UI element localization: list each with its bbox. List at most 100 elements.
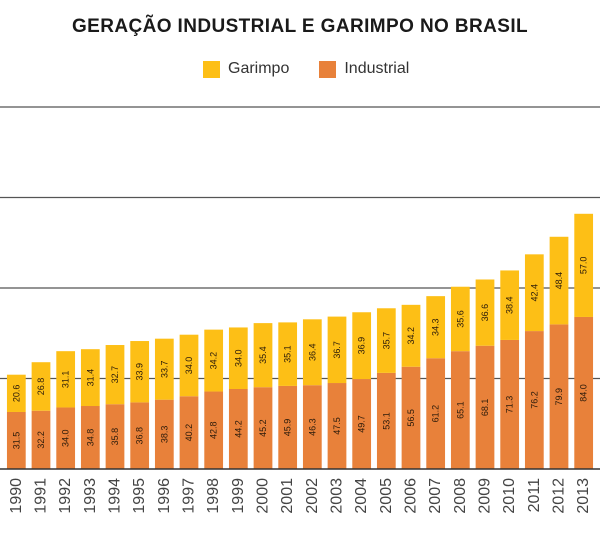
bar-garimpo-2013 — [574, 213, 594, 317]
data-label-garimpo-1993: 31.4 — [85, 369, 95, 387]
bar-industrial-1997 — [179, 396, 199, 469]
bar-industrial-2005 — [376, 372, 396, 469]
data-label-industrial-1991: 32.2 — [36, 431, 46, 449]
x-tick-label-1998: 1998 — [205, 478, 222, 514]
bar-garimpo-1994 — [105, 345, 125, 405]
data-label-garimpo-2008: 35.6 — [455, 310, 465, 328]
data-label-industrial-1996: 38.3 — [159, 426, 169, 444]
bar-garimpo-2007 — [426, 296, 446, 359]
data-label-garimpo-1994: 32.7 — [110, 366, 120, 384]
legend-swatch-industrial — [319, 60, 337, 78]
bar-garimpo-1998 — [204, 329, 224, 392]
x-tick-label-2008: 2008 — [452, 478, 469, 514]
bar-industrial-1995 — [130, 402, 150, 469]
data-label-industrial-2008: 65.1 — [455, 401, 465, 419]
bar-garimpo-2003 — [327, 316, 347, 384]
data-label-garimpo-2000: 35.4 — [258, 346, 268, 364]
bar-industrial-1992 — [56, 407, 76, 469]
bar-industrial-1990 — [6, 411, 26, 469]
x-tick-label-2009: 2009 — [477, 478, 494, 514]
data-label-garimpo-2004: 36.9 — [357, 337, 367, 355]
bar-garimpo-1992 — [56, 351, 76, 408]
bar-industrial-2011 — [524, 331, 544, 469]
x-tick-label-2001: 2001 — [279, 478, 296, 514]
x-tick-label-2003: 2003 — [329, 478, 346, 514]
data-label-industrial-1997: 40.2 — [184, 424, 194, 442]
bar-industrial-2009 — [475, 345, 495, 469]
bar-garimpo-2002 — [302, 319, 322, 386]
data-label-industrial-2010: 71.3 — [505, 396, 515, 414]
data-label-industrial-1992: 34.0 — [61, 429, 71, 447]
x-tick-label-2002: 2002 — [304, 478, 321, 514]
bar-garimpo-2004 — [352, 312, 372, 380]
legend-item-industrial: Industrial — [319, 60, 409, 78]
bar-industrial-2002 — [302, 385, 322, 469]
x-tick-label-1992: 1992 — [57, 478, 74, 514]
x-tick-label-2010: 2010 — [501, 478, 518, 514]
data-label-garimpo-2011: 42.4 — [529, 284, 539, 302]
data-label-industrial-2002: 46.3 — [307, 418, 317, 436]
bar-garimpo-2009 — [475, 279, 495, 346]
data-label-garimpo-1995: 33.9 — [135, 363, 145, 381]
data-label-industrial-2013: 84.0 — [579, 384, 589, 402]
data-label-industrial-1990: 31.5 — [11, 432, 21, 450]
x-tick-label-2007: 2007 — [427, 478, 444, 514]
x-tick-label-1996: 1996 — [156, 478, 173, 514]
x-tick-label-1990: 1990 — [8, 478, 25, 514]
data-label-garimpo-1998: 34.2 — [209, 352, 219, 370]
legend-swatch-garimpo — [203, 60, 220, 78]
x-tick-label-1994: 1994 — [107, 478, 124, 514]
data-label-garimpo-1992: 31.1 — [61, 371, 71, 389]
x-tick-label-2013: 2013 — [575, 478, 592, 514]
bar-garimpo-2012 — [549, 236, 569, 325]
x-tick-label-2000: 2000 — [255, 478, 272, 514]
data-label-industrial-2001: 45.9 — [283, 419, 293, 437]
data-label-garimpo-1991: 26.8 — [36, 378, 46, 396]
x-tick-label-1997: 1997 — [181, 478, 198, 514]
bar-garimpo-1996 — [154, 338, 174, 400]
x-tick-label-2006: 2006 — [403, 478, 420, 514]
legend-label-industrial: Industrial — [344, 60, 410, 77]
bar-industrial-1996 — [154, 399, 174, 469]
bar-garimpo-2008 — [450, 286, 470, 352]
bar-industrial-1993 — [80, 406, 100, 469]
bar-industrial-1998 — [204, 391, 224, 469]
data-label-industrial-2007: 61.2 — [431, 405, 441, 423]
x-tick-label-1991: 1991 — [33, 478, 50, 514]
data-label-industrial-1999: 44.2 — [233, 420, 243, 438]
bar-garimpo-2011 — [524, 254, 544, 332]
data-label-garimpo-1997: 34.0 — [184, 357, 194, 375]
bar-industrial-2008 — [450, 351, 470, 469]
legend: Garimpo Industrial — [203, 60, 409, 78]
data-label-garimpo-2009: 36.6 — [480, 304, 490, 322]
x-tick-label-1999: 1999 — [230, 478, 247, 514]
data-label-garimpo-2002: 36.4 — [307, 343, 317, 361]
bar-garimpo-1995 — [130, 341, 150, 403]
bar-garimpo-2000 — [253, 323, 273, 388]
bar-industrial-1999 — [228, 388, 248, 469]
data-label-industrial-2006: 56.5 — [406, 409, 416, 427]
data-label-industrial-2011: 76.2 — [529, 391, 539, 409]
bar-industrial-2012 — [549, 324, 569, 469]
bar-industrial-2013 — [574, 316, 594, 469]
bar-garimpo-1990 — [6, 374, 26, 412]
data-label-industrial-1994: 35.8 — [110, 428, 120, 446]
bar-garimpo-1997 — [179, 334, 199, 397]
data-label-industrial-2003: 47.5 — [332, 417, 342, 435]
bar-garimpo-1993 — [80, 349, 100, 407]
bar-garimpo-2010 — [500, 270, 520, 340]
data-label-garimpo-1999: 34.0 — [233, 349, 243, 367]
data-label-garimpo-2003: 36.7 — [332, 341, 342, 359]
bar-industrial-2000 — [253, 387, 273, 469]
x-tick-label-1993: 1993 — [82, 478, 99, 514]
data-label-industrial-2004: 49.7 — [357, 415, 367, 433]
bar-garimpo-2006 — [401, 304, 421, 367]
x-tick-label-2011: 2011 — [526, 478, 543, 513]
data-label-industrial-1998: 42.8 — [209, 422, 219, 440]
data-label-garimpo-2010: 38.4 — [505, 296, 515, 314]
data-label-garimpo-2001: 35.1 — [283, 345, 293, 363]
bar-garimpo-1999 — [228, 327, 248, 389]
data-label-industrial-2012: 79.9 — [554, 388, 564, 406]
bar-industrial-2007 — [426, 358, 446, 469]
